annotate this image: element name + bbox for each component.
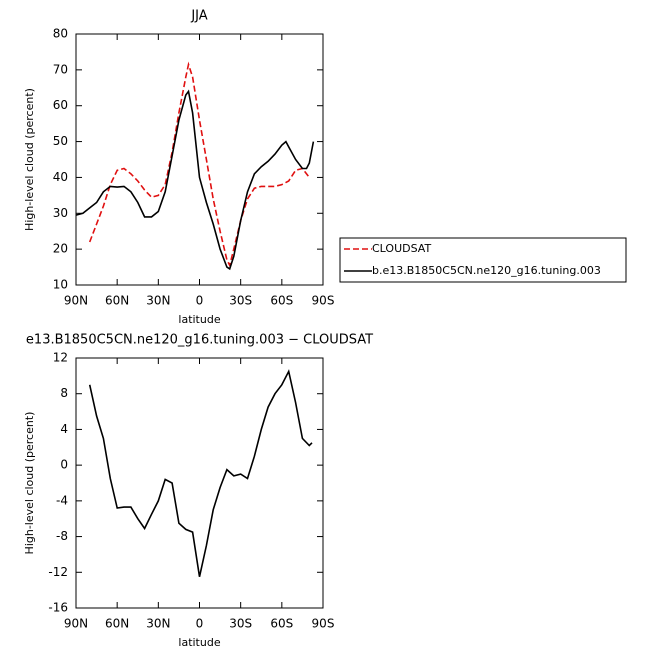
y-tick-label: 40 (53, 170, 68, 184)
y-axis-label: High-level cloud (percent) (23, 88, 36, 231)
y-tick-label: 50 (53, 134, 68, 148)
x-tick-label: 0 (196, 617, 204, 631)
x-tick-label: 90N (64, 617, 88, 631)
x-tick-label: 30S (229, 294, 252, 308)
x-tick-label: 60N (105, 617, 129, 631)
x-tick-label: 60N (105, 294, 129, 308)
y-tick-label: 10 (53, 278, 68, 292)
x-tick-label: 30N (146, 294, 170, 308)
legend-box (339, 237, 627, 283)
x-tick-label: 90N (64, 294, 88, 308)
chart-title: JJA (190, 9, 207, 24)
x-axis-label: latitude (178, 636, 220, 649)
chart-title: e13.B1850C5CN.ne120_g16.tuning.003 − CLO… (26, 333, 373, 348)
y-tick-label: 20 (53, 242, 68, 256)
x-tick-label: 30S (229, 617, 252, 631)
x-tick-label: 60S (270, 294, 293, 308)
y-tick-label: 30 (53, 206, 68, 220)
data-line (88, 61, 310, 268)
y-tick-label: 70 (53, 62, 68, 76)
y-tick-label: -12 (48, 565, 68, 579)
y-axis-label: High-level cloud (percent) (23, 412, 36, 555)
plot-frame (75, 357, 324, 609)
x-tick-label: 90S (312, 294, 335, 308)
x-axis-label: latitude (178, 313, 220, 326)
y-tick-label: 80 (53, 27, 68, 41)
data-line (75, 89, 315, 271)
y-tick-label: 60 (53, 98, 68, 112)
y-tick-label: 12 (53, 351, 68, 365)
x-tick-label: 30N (146, 617, 170, 631)
x-tick-label: 0 (196, 294, 204, 308)
y-tick-label: 8 (60, 386, 68, 400)
y-tick-label: -16 (48, 601, 68, 615)
y-tick-label: -8 (56, 529, 68, 543)
data-line (88, 369, 313, 577)
y-tick-label: 4 (60, 422, 68, 436)
y-tick-label: 0 (60, 458, 68, 472)
x-tick-label: 90S (312, 617, 335, 631)
x-tick-label: 60S (270, 617, 293, 631)
y-tick-label: -4 (56, 493, 68, 507)
plot-frame (75, 33, 324, 286)
legend-label: b.e13.B1850C5CN.ne120_g16.tuning.003 (372, 264, 601, 277)
legend-label: CLOUDSAT (372, 242, 431, 255)
